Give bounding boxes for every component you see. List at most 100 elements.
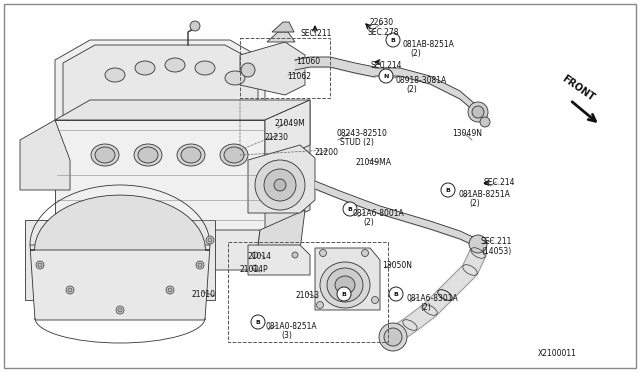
Text: (3): (3) [281,331,292,340]
Circle shape [317,301,323,308]
Ellipse shape [220,144,248,166]
Ellipse shape [225,71,245,85]
Text: 21014P: 21014P [240,265,269,274]
Text: 08243-82510: 08243-82510 [337,129,388,138]
Ellipse shape [95,147,115,163]
Text: 21230: 21230 [265,133,289,142]
Ellipse shape [105,68,125,82]
Text: SEC.214: SEC.214 [371,61,403,70]
Text: 21200: 21200 [315,148,339,157]
Polygon shape [272,22,294,32]
Polygon shape [55,100,310,120]
Text: 21013: 21013 [296,291,320,300]
Ellipse shape [138,147,158,163]
Polygon shape [265,100,310,165]
Text: B: B [445,187,451,192]
Circle shape [168,288,172,292]
Polygon shape [63,45,258,135]
Ellipse shape [195,61,215,75]
Circle shape [472,106,484,118]
Circle shape [206,236,214,244]
Text: (2): (2) [420,303,431,312]
Text: B: B [255,320,260,324]
Text: SEC.211: SEC.211 [301,29,332,38]
Text: B: B [342,292,346,296]
Circle shape [208,238,212,242]
Polygon shape [240,42,305,95]
Polygon shape [255,210,305,270]
Text: (2): (2) [469,199,480,208]
Ellipse shape [134,144,162,166]
Circle shape [468,102,488,122]
Text: 21014: 21014 [248,252,272,261]
Text: (2): (2) [410,49,420,58]
Circle shape [389,287,403,301]
Circle shape [190,21,200,31]
Ellipse shape [224,147,244,163]
Circle shape [264,169,296,201]
Text: (14053): (14053) [481,247,511,256]
Polygon shape [30,195,210,250]
Text: 22630: 22630 [370,18,394,27]
Text: 21049MA: 21049MA [356,158,392,167]
Circle shape [379,69,393,83]
Circle shape [384,328,402,346]
Text: 081AB-8251A: 081AB-8251A [459,190,511,199]
Circle shape [252,265,258,271]
Circle shape [386,33,400,47]
Polygon shape [265,100,310,230]
Text: STUD (2): STUD (2) [340,138,374,147]
Ellipse shape [327,268,363,302]
Text: 08918-3081A: 08918-3081A [396,76,447,85]
Text: B: B [348,206,353,212]
Polygon shape [60,230,260,270]
Text: SEC.214: SEC.214 [484,178,515,187]
Circle shape [116,306,124,314]
Circle shape [371,296,378,304]
Polygon shape [20,120,70,190]
Ellipse shape [335,276,355,294]
Text: 21049M: 21049M [275,119,306,128]
Text: B: B [394,292,399,296]
Ellipse shape [165,58,185,72]
Circle shape [198,263,202,267]
Text: 081AB-8251A: 081AB-8251A [403,40,455,49]
Text: 21010: 21010 [192,290,216,299]
Text: B: B [390,38,396,42]
Circle shape [441,183,455,197]
Text: (2): (2) [363,218,374,227]
Circle shape [337,287,351,301]
Text: 13050N: 13050N [382,261,412,270]
Text: 081A0-8251A: 081A0-8251A [266,322,317,331]
Circle shape [343,202,357,216]
Circle shape [319,250,326,257]
Circle shape [274,179,286,191]
Polygon shape [25,220,215,300]
Circle shape [66,286,74,294]
Text: N: N [383,74,388,78]
Text: 11060: 11060 [296,57,320,66]
Polygon shape [248,145,315,213]
Polygon shape [55,120,265,230]
Circle shape [68,288,72,292]
Text: 11062: 11062 [287,72,311,81]
Circle shape [480,117,490,127]
Polygon shape [267,32,295,42]
Ellipse shape [177,144,205,166]
Circle shape [469,235,487,253]
Circle shape [118,308,122,312]
Circle shape [38,263,42,267]
Bar [228,242,388,342]
Text: SEC.278: SEC.278 [368,28,399,37]
Ellipse shape [320,262,370,308]
Polygon shape [248,245,310,275]
Text: (2): (2) [406,85,417,94]
Text: 081A6-8301A: 081A6-8301A [407,294,459,303]
Circle shape [252,252,258,258]
Ellipse shape [135,61,155,75]
Polygon shape [55,40,265,140]
Text: X2100011: X2100011 [538,349,577,358]
Ellipse shape [91,144,119,166]
Circle shape [255,160,305,210]
Polygon shape [315,248,380,310]
